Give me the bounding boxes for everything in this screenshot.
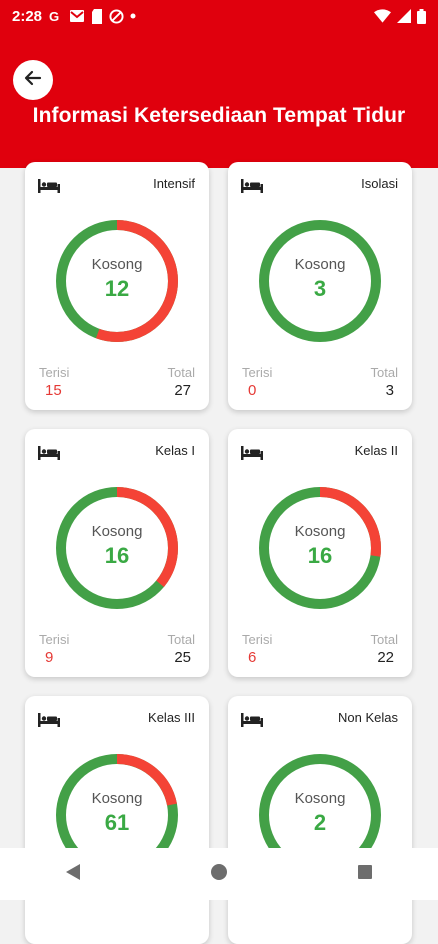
card-title: Non Kelas — [338, 710, 398, 725]
bed-icon — [240, 712, 264, 733]
kosong-value: 3 — [313, 276, 327, 301]
nav-recents-button[interactable] — [335, 848, 395, 900]
total-label: Total — [167, 632, 195, 647]
card-title: Kelas III — [148, 710, 195, 725]
battery-icon — [417, 8, 426, 24]
gmail-icon — [69, 9, 85, 23]
available-arc — [259, 220, 381, 342]
kosong-label: Kosong — [294, 256, 346, 273]
arrow-left-icon — [23, 68, 43, 93]
terisi-value: 9 — [45, 649, 54, 666]
total-value: 25 — [174, 649, 191, 666]
occupied-arc — [56, 487, 178, 609]
page-title: Informasi Ketersediaan Tempat Tidur — [32, 104, 406, 127]
svg-text:G: G — [49, 9, 59, 24]
bed-card[interactable]: Kelas II Kosong 16 Terisi 6 Total 22 — [228, 429, 412, 677]
bed-icon — [37, 178, 61, 199]
terisi-value: 0 — [248, 382, 257, 399]
bed-card[interactable]: Isolasi Kosong 3 Terisi 0 Total 3 — [228, 162, 412, 410]
bed-card[interactable]: Non Kelas Kosong 2 — [228, 696, 412, 944]
card-title: Isolasi — [361, 176, 398, 191]
total-value: 22 — [377, 649, 394, 666]
terisi-label: Terisi — [39, 632, 70, 647]
kosong-label: Kosong — [91, 523, 143, 540]
recents-square-icon — [357, 864, 373, 885]
occupancy-donut — [56, 487, 178, 609]
sim-card-icon — [91, 8, 103, 24]
occupied-arc — [56, 220, 178, 342]
app-header: 2:28 G — [0, 0, 438, 168]
google-icon: G — [48, 9, 63, 24]
status-bar: 2:28 G — [0, 0, 438, 32]
kosong-label: Kosong — [91, 256, 143, 273]
no-disturb-icon — [109, 8, 124, 24]
donut-center: Kosong 16 — [258, 486, 382, 610]
card-title: Kelas I — [155, 443, 195, 458]
back-triangle-icon — [65, 863, 81, 886]
kosong-value: 12 — [104, 276, 130, 301]
nav-home-button[interactable] — [189, 848, 249, 900]
total-label: Total — [370, 365, 398, 380]
occupancy-donut — [259, 220, 381, 342]
android-nav-bar — [0, 848, 438, 900]
card-title: Kelas II — [354, 443, 398, 458]
total-label: Total — [167, 365, 195, 380]
kosong-value: 61 — [104, 810, 130, 835]
occupancy-donut — [259, 487, 381, 609]
kosong-label: Kosong — [294, 523, 346, 540]
terisi-value: 15 — [45, 382, 62, 399]
bed-icon — [37, 712, 61, 733]
terisi-label: Terisi — [39, 365, 70, 380]
total-value: 27 — [174, 382, 191, 399]
nav-back-button[interactable] — [43, 848, 103, 900]
cellular-signal-icon — [397, 9, 411, 23]
back-button[interactable] — [13, 60, 53, 100]
donut-center: Kosong 12 — [55, 219, 179, 343]
bed-icon — [240, 445, 264, 466]
terisi-label: Terisi — [242, 365, 273, 380]
total-value: 3 — [385, 382, 394, 399]
bed-card[interactable]: Intensif Kosong 12 Terisi 15 Total 27 — [25, 162, 209, 410]
kosong-label: Kosong — [294, 790, 346, 807]
donut-center: Kosong 61 — [55, 753, 179, 877]
bed-icon — [240, 178, 264, 199]
total-label: Total — [370, 632, 398, 647]
dot-icon — [130, 13, 136, 19]
bed-icon — [37, 445, 61, 466]
kosong-label: Kosong — [91, 790, 143, 807]
card-title: Intensif — [153, 176, 195, 191]
terisi-value: 6 — [248, 649, 257, 666]
bed-card[interactable]: Kelas I Kosong 16 Terisi 9 Total 25 — [25, 429, 209, 677]
bed-card[interactable]: Kelas III Kosong 61 — [25, 696, 209, 944]
kosong-value: 2 — [313, 810, 327, 835]
home-circle-icon — [210, 863, 228, 886]
donut-center: Kosong 3 — [258, 219, 382, 343]
donut-center: Kosong 2 — [258, 753, 382, 877]
status-time: 2:28 — [12, 7, 43, 25]
kosong-value: 16 — [307, 543, 333, 568]
occupied-arc — [56, 754, 178, 876]
occupancy-donut — [56, 220, 178, 342]
wifi-icon — [374, 9, 391, 23]
donut-center: Kosong 16 — [55, 486, 179, 610]
kosong-value: 16 — [104, 543, 130, 568]
terisi-label: Terisi — [242, 632, 273, 647]
occupied-arc — [259, 487, 381, 609]
